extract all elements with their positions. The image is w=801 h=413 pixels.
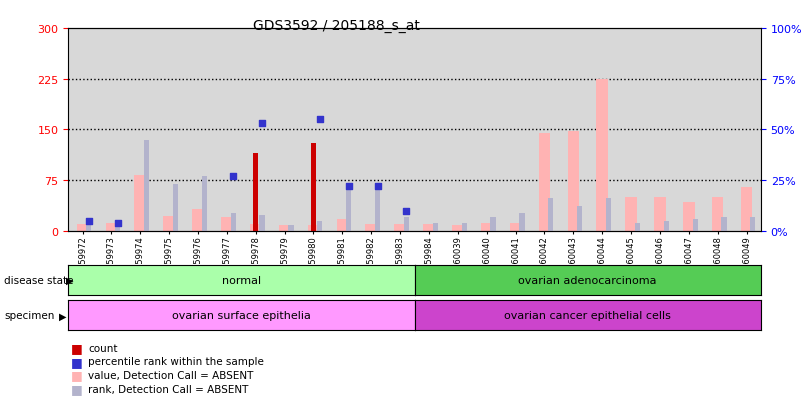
Bar	[588, 29, 617, 231]
Bar	[97, 29, 126, 231]
Bar	[501, 29, 530, 231]
Bar	[356, 29, 385, 231]
Bar	[221, 218, 232, 231]
Text: value, Detection Call = ABSENT: value, Detection Call = ABSENT	[88, 370, 253, 380]
Bar	[538, 133, 550, 231]
Bar	[288, 225, 293, 231]
Text: rank, Detection Call = ABSENT: rank, Detection Call = ABSENT	[88, 384, 248, 394]
Point	[256, 121, 268, 127]
Bar	[308, 226, 320, 231]
Bar	[519, 213, 525, 231]
Bar	[423, 225, 435, 231]
Bar	[68, 29, 97, 231]
Bar	[317, 221, 323, 231]
Text: ■: ■	[70, 368, 83, 382]
Text: normal: normal	[222, 275, 261, 285]
Point	[342, 183, 355, 190]
Point	[83, 218, 95, 225]
Bar	[683, 203, 694, 231]
Bar	[693, 219, 698, 231]
Bar	[336, 219, 348, 231]
Bar	[231, 213, 235, 231]
Text: ■: ■	[70, 355, 83, 368]
Bar	[270, 29, 299, 231]
Bar	[365, 225, 377, 231]
Bar	[250, 225, 261, 231]
Bar	[548, 199, 553, 231]
Bar	[106, 223, 117, 231]
Bar	[279, 226, 291, 231]
Bar	[703, 29, 732, 231]
Bar	[155, 29, 183, 231]
Bar	[444, 29, 473, 231]
Bar	[328, 29, 356, 231]
Text: ovarian surface epithelia: ovarian surface epithelia	[172, 311, 311, 320]
Bar	[115, 223, 120, 231]
Bar	[375, 187, 380, 231]
Bar	[253, 154, 259, 231]
Point	[313, 116, 326, 123]
Bar	[144, 140, 149, 231]
Bar	[530, 29, 559, 231]
Bar	[654, 197, 666, 231]
Bar	[490, 217, 496, 231]
Bar	[732, 29, 761, 231]
Bar	[577, 207, 582, 231]
Text: count: count	[88, 343, 118, 353]
Bar	[311, 144, 316, 231]
Bar	[626, 197, 637, 231]
Bar	[634, 223, 640, 231]
Point	[371, 183, 384, 190]
Bar	[173, 185, 178, 231]
Bar	[568, 131, 579, 231]
Bar	[751, 217, 755, 231]
Bar	[299, 29, 328, 231]
Bar	[394, 225, 406, 231]
Bar	[415, 29, 444, 231]
Bar	[241, 29, 270, 231]
Bar	[212, 29, 241, 231]
Bar	[481, 223, 493, 231]
Point	[400, 208, 413, 214]
Bar	[183, 29, 212, 231]
Text: ▶: ▶	[58, 311, 66, 320]
Bar	[404, 217, 409, 231]
Text: ■: ■	[70, 341, 83, 354]
Text: percentile rank within the sample: percentile rank within the sample	[88, 356, 264, 366]
Bar	[202, 177, 207, 231]
Bar	[559, 29, 588, 231]
Text: GDS3592 / 205188_s_at: GDS3592 / 205188_s_at	[253, 19, 420, 33]
Text: ovarian cancer epithelial cells: ovarian cancer epithelial cells	[505, 311, 671, 320]
Bar	[135, 175, 146, 231]
Bar	[674, 29, 703, 231]
Point	[111, 220, 124, 226]
Bar	[452, 226, 464, 231]
Bar	[346, 187, 352, 231]
Bar	[260, 215, 264, 231]
Point	[227, 173, 239, 180]
Text: specimen: specimen	[4, 311, 54, 320]
Bar	[712, 197, 723, 231]
Bar	[722, 217, 727, 231]
Bar	[664, 221, 669, 231]
Bar	[617, 29, 646, 231]
Bar	[606, 199, 611, 231]
Bar	[461, 223, 467, 231]
Text: ■: ■	[70, 382, 83, 395]
Bar	[473, 29, 501, 231]
Bar	[192, 210, 203, 231]
Bar	[77, 225, 88, 231]
Bar	[433, 223, 438, 231]
Bar	[741, 188, 752, 231]
Bar	[597, 79, 608, 231]
Bar	[509, 223, 521, 231]
Text: ▶: ▶	[66, 275, 73, 285]
Bar	[163, 216, 175, 231]
Bar	[126, 29, 155, 231]
Bar	[385, 29, 415, 231]
Bar	[87, 221, 91, 231]
Text: disease state: disease state	[4, 275, 74, 285]
Bar	[646, 29, 674, 231]
Text: ovarian adenocarcinoma: ovarian adenocarcinoma	[518, 275, 657, 285]
